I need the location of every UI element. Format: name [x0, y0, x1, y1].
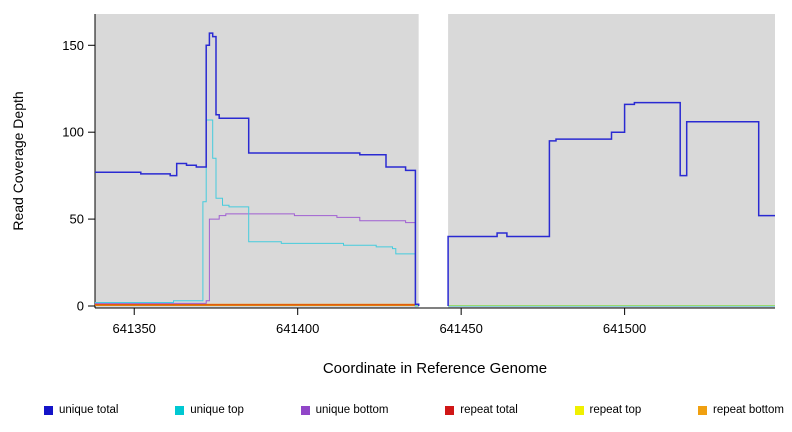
series-unique-bottom: [95, 213, 419, 307]
coverage-gap-band: [418, 0, 449, 308]
x-tick-label: 641500: [603, 321, 646, 336]
y-tick-label: 100: [62, 125, 84, 140]
legend-item-unique-top: unique top: [175, 404, 244, 416]
legend-swatch-icon: [698, 405, 708, 415]
legend-label: unique top: [190, 404, 244, 416]
series-unique-top: [95, 119, 419, 307]
series-unique-total: [95, 32, 420, 306]
legend-label: unique bottom: [315, 404, 389, 416]
legend-swatch-icon: [574, 405, 584, 415]
x-tick-label: 641400: [276, 321, 319, 336]
legend-label: repeat top: [589, 404, 642, 416]
x-axis-title: Coordinate in Reference Genome: [322, 360, 548, 377]
series-unique-total: [447, 101, 775, 306]
legend-item-repeat-top: repeat top: [574, 404, 642, 416]
legend-label: unique total: [59, 404, 119, 416]
legend-item-repeat-total: repeat total: [445, 404, 518, 416]
legend-item-unique-bottom: unique bottom: [300, 404, 389, 416]
y-tick-label: 0: [77, 299, 84, 314]
y-axis-title: Read Coverage Depth: [10, 91, 26, 231]
x-tick-label: 641450: [439, 321, 482, 336]
y-tick-label: 150: [62, 38, 84, 53]
legend-item-repeat-bottom: repeat bottom: [698, 404, 784, 416]
legend-label: repeat bottom: [713, 404, 784, 416]
legend-item-unique-total: unique total: [44, 404, 118, 416]
legend-swatch-icon: [44, 405, 53, 415]
y-tick-label: 50: [70, 212, 84, 227]
legend: unique total unique top unique bottom repea…: [44, 400, 784, 420]
legend-swatch-icon: [445, 405, 455, 415]
x-tick-label: 641350: [113, 321, 156, 336]
legend-label: repeat total: [460, 404, 518, 416]
legend-swatch-icon: [175, 405, 185, 415]
legend-swatch-icon: [300, 405, 310, 415]
